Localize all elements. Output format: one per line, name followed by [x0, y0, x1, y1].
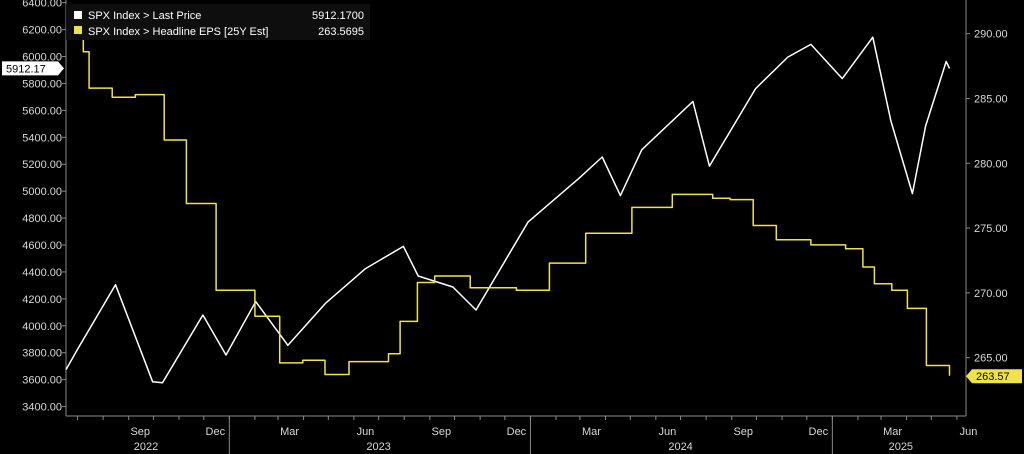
legend-swatch-price	[74, 11, 82, 19]
y-tick-left-label: 4800.00	[22, 213, 62, 225]
y-tick-left-label: 6400.00	[22, 0, 62, 10]
y-tick-left-label: 4400.00	[22, 267, 62, 279]
series-line-eps	[66, 31, 951, 376]
y-tick-left-label: 5200.00	[22, 159, 62, 171]
y-tick-right-label: 275.00	[974, 223, 1008, 235]
y-tick-right-label: 270.00	[974, 288, 1008, 300]
x-tick-label: Mar	[582, 426, 601, 438]
x-tick-label: Mar	[280, 426, 299, 438]
y-tick-left-label: 6000.00	[22, 52, 62, 64]
x-year-label: 2024	[668, 441, 692, 453]
x-tick-label: Mar	[883, 426, 902, 438]
axes: 6400.00 6200.00 6000.00 5800.00 5600.00 5400.…	[22, 0, 1008, 454]
last-value-tag-price-shape	[2, 61, 64, 76]
last-value-tag-eps-shape	[966, 369, 1022, 384]
x-tick-label: Dec	[809, 426, 829, 438]
y-tick-left-label: 5000.00	[22, 186, 62, 198]
y-tick-right-label: 265.00	[974, 353, 1008, 365]
x-year-label: 2022	[134, 441, 158, 453]
legend-background	[66, 4, 370, 40]
legend-value-price: 5912.1700	[312, 10, 364, 22]
series-line-price	[65, 36, 951, 384]
legend-label-price: SPX Index > Last Price	[88, 10, 201, 22]
x-tick-label: Jun	[960, 426, 978, 438]
y-tick-left-label: 5800.00	[22, 78, 62, 90]
last-value-tag-eps-text: 263.57	[976, 371, 1010, 383]
y-tick-right-label: 290.00	[974, 29, 1008, 41]
last-value-tag-price: 5912.17	[2, 61, 64, 76]
last-value-tag-eps: 263.57	[966, 369, 1022, 384]
y-tick-left-label: 5400.00	[22, 132, 62, 144]
series-layer	[65, 31, 951, 384]
x-tick-label: Jun	[357, 426, 375, 438]
x-tick-label: Sep	[130, 426, 150, 438]
legend-value-eps: 263.5695	[318, 26, 364, 38]
y-tick-right-label: 285.00	[974, 93, 1008, 105]
x-tick-label: Dec	[507, 426, 527, 438]
y-tick-left-label: 4000.00	[22, 321, 62, 333]
x-tick-label: Jun	[658, 426, 676, 438]
x-tick-label: Dec	[206, 426, 226, 438]
last-value-tag-price-text: 5912.17	[6, 63, 46, 75]
x-tick-label: Sep	[432, 426, 452, 438]
y-tick-left-label: 6200.00	[22, 25, 62, 37]
legend: SPX Index > Last Price 5912.1700 SPX Ind…	[66, 4, 370, 40]
y-tick-left-label: 3800.00	[22, 348, 62, 360]
y-tick-left-label: 4200.00	[22, 294, 62, 306]
y-tick-left-label: 3400.00	[22, 402, 62, 414]
y-tick-left-label: 4600.00	[22, 240, 62, 252]
y-tick-left-label: 3600.00	[22, 375, 62, 387]
y-tick-right-label: 280.00	[974, 158, 1008, 170]
legend-swatch-eps	[74, 26, 82, 34]
x-tick-label: Sep	[733, 426, 753, 438]
legend-label-eps: SPX Index > Headline EPS [25Y Est]	[88, 26, 269, 38]
y-tick-left-label: 5600.00	[22, 105, 62, 117]
x-year-label: 2023	[366, 441, 390, 453]
x-year-label: 2025	[889, 441, 913, 453]
